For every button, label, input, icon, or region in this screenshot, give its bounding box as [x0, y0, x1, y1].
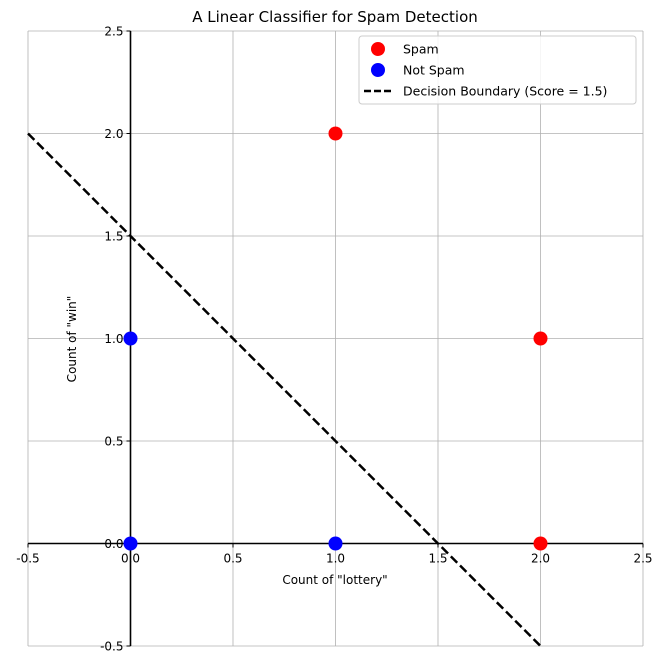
y-tick-label: 0.0 [104, 537, 123, 551]
x-tick-label: 2.0 [531, 552, 550, 566]
not-spam-point [123, 331, 138, 346]
spam-point [533, 536, 548, 551]
y-axis-title: Count of "win" [65, 296, 79, 383]
not-spam-point [123, 536, 138, 551]
y-tick-label: 1.5 [104, 230, 123, 244]
y-tick-label: 1.0 [104, 332, 123, 346]
legend-box [358, 35, 637, 105]
tick-labels: -0.5 0.0 0.5 1.0 1.5 2.0 2.5 -0.5 0.0 0.5 1.0 1.5 2.… [16, 25, 652, 654]
y-tick-label: -0.5 [100, 640, 123, 654]
plot-area [27, 126, 548, 647]
not-spam-point [328, 536, 343, 551]
x-tick-label: 0.0 [121, 552, 140, 566]
legend: Spam Not Spam Decision Boundary (Score =… [358, 35, 637, 105]
y-tick-label: 2.0 [104, 127, 123, 141]
y-tick-label: 0.5 [104, 435, 123, 449]
legend-marker-not-spam [371, 63, 385, 77]
chart-title: A Linear Classifier for Spam Detection [192, 8, 478, 26]
x-tick-label: 0.5 [223, 552, 242, 566]
x-tick-label: -0.5 [16, 552, 39, 566]
spam-point [533, 331, 548, 346]
legend-label-boundary: Decision Boundary (Score = 1.5) [403, 84, 607, 99]
legend-label-spam: Spam [403, 42, 439, 57]
legend-marker-spam [371, 42, 385, 56]
x-tick-label: 1.0 [326, 552, 345, 566]
x-tick-label: 1.5 [428, 552, 447, 566]
legend-label-not-spam: Not Spam [403, 63, 465, 78]
spam-point [328, 126, 343, 141]
y-tick-label: 2.5 [104, 25, 123, 39]
x-axis-title: Count of "lottery" [282, 573, 387, 587]
decision-boundary-line [27, 132, 542, 647]
x-tick-label: 2.5 [633, 552, 652, 566]
